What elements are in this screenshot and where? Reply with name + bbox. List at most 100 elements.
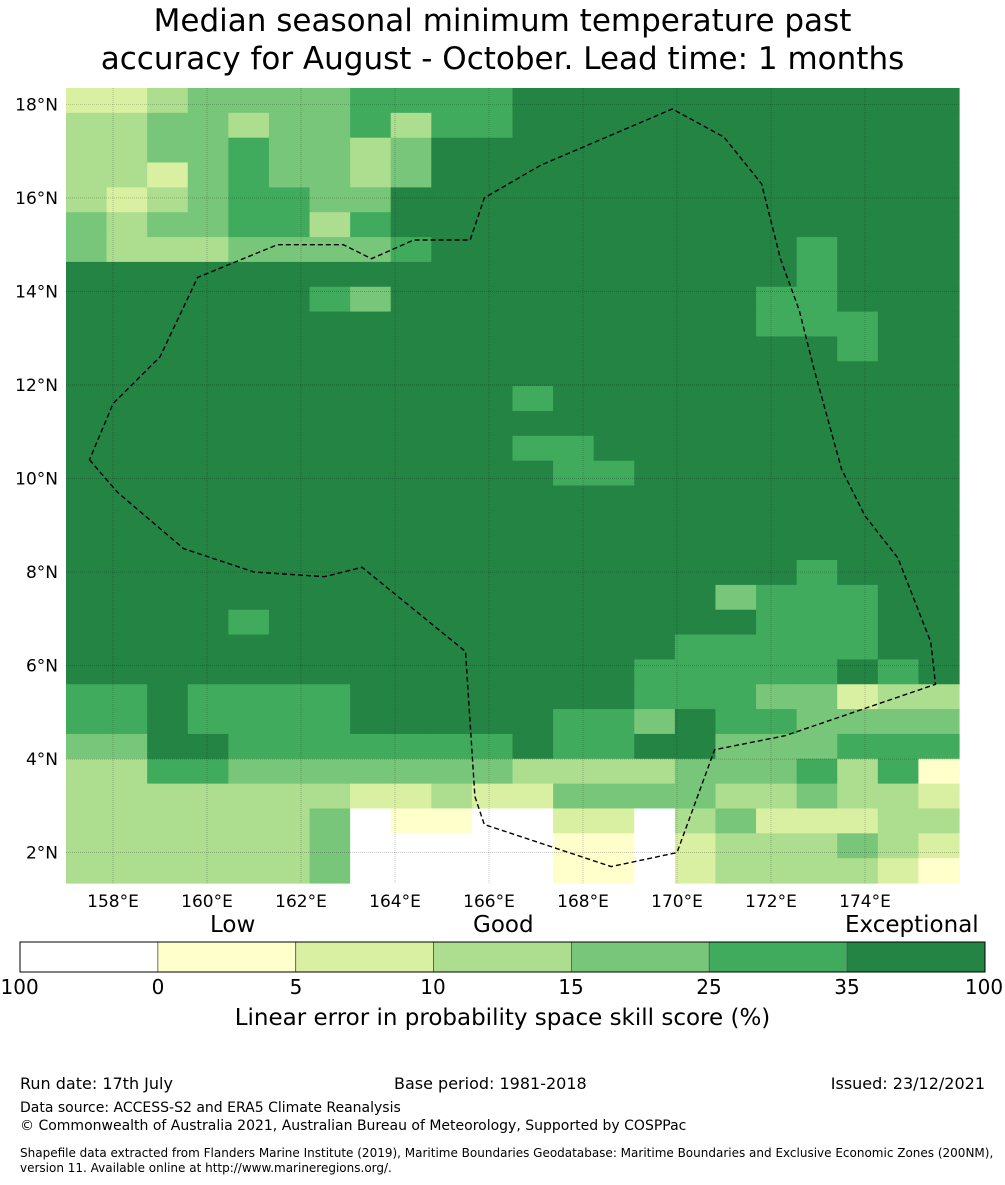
skill-cell [715,112,757,139]
skill-cell [674,88,717,114]
skill-cell [715,187,757,213]
skill-cell [309,435,351,462]
skill-cell [512,709,554,735]
skill-cell [66,535,108,561]
skill-cell [553,684,595,710]
skill-cell [553,858,595,884]
eez-boundary [88,108,937,868]
skill-cell [837,137,879,164]
skill-cell [268,460,311,487]
skill-cell [350,659,392,685]
skill-cell [634,783,676,810]
skill-cell [268,634,311,660]
skill-cell [309,485,351,511]
skill-cell [431,808,473,834]
skill-cell [187,634,229,660]
skill-cell [350,808,392,834]
latitude-label: 2°N [26,844,58,864]
skill-cell [837,733,879,760]
longitude-label: 164°E [369,892,421,912]
skill-cell [147,733,189,760]
skill-cell [350,510,392,536]
skill-cell [837,311,879,338]
skill-cell [66,584,108,611]
skill-cell [918,212,960,238]
skill-cell [512,733,554,760]
skill-cell [66,286,108,313]
skill-cell [756,336,798,362]
skill-cell [715,709,757,735]
skill-cell [796,336,838,362]
skill-cell [350,410,392,437]
colorbar-tick-label: -100 [0,975,39,999]
skill-cell [553,311,595,338]
skill-cell [228,684,270,710]
skill-cell [756,758,798,785]
skill-cell [106,758,148,785]
latitude-label: 8°N [26,563,58,583]
skill-cell [350,733,392,760]
skill-cell [471,261,514,288]
skill-cell [553,237,595,263]
skill-cell [674,634,717,660]
skill-cell [471,609,514,636]
skill-cell [512,410,554,437]
skill-cell [390,261,432,288]
skill-cell [918,361,960,387]
skill-cell [66,187,108,213]
skill-cell [756,311,798,338]
chart-title: Median seasonal minimum temperature past… [0,2,1005,78]
skill-cell [512,386,554,412]
skill-cell [512,535,554,561]
skill-cell [268,237,311,263]
skill-cell [268,560,311,586]
skill-cell [350,386,392,412]
skill-cell [634,237,676,263]
skill-cell [147,137,189,164]
skill-cell [837,510,879,536]
skill-cell [431,460,473,487]
skill-cell [106,684,148,710]
skill-cell [634,336,676,362]
skill-cell [877,410,920,437]
skill-cell [553,112,595,139]
skill-cell [512,237,554,263]
skill-cell [877,758,920,785]
skill-cell [431,410,473,437]
skill-cell [756,609,798,636]
longitude-label: 160°E [181,892,233,912]
skill-cell [309,758,351,785]
skill-cell [228,386,270,412]
skill-cell [715,584,757,611]
skill-cell [309,808,351,834]
skill-cell [228,237,270,263]
skill-cell [228,187,270,213]
skill-cell [309,261,351,288]
skill-cell [512,609,554,636]
skill-cell [66,684,108,710]
skill-cell [147,709,189,735]
skill-cell [877,560,920,586]
skill-cell [147,162,189,188]
skill-cell [877,460,920,487]
skill-cell [837,336,879,362]
skill-cell [837,187,879,213]
skill-cell [390,212,432,238]
skill-cell [309,833,351,859]
skill-cell [877,162,920,188]
skill-cell [228,112,270,139]
skill-cell [512,584,554,611]
skill-cell [593,336,635,362]
skill-cell [553,709,595,735]
skill-cell [431,758,473,785]
skill-cell [918,733,960,760]
skill-cell [918,560,960,586]
skill-cell [918,833,960,859]
skill-cell [268,584,311,611]
skill-cell [268,833,311,859]
skill-cell [715,808,757,834]
skill-cell [593,584,635,611]
colorbar-swatch [157,941,297,973]
skill-cell [106,162,148,188]
skill-cell [918,535,960,561]
